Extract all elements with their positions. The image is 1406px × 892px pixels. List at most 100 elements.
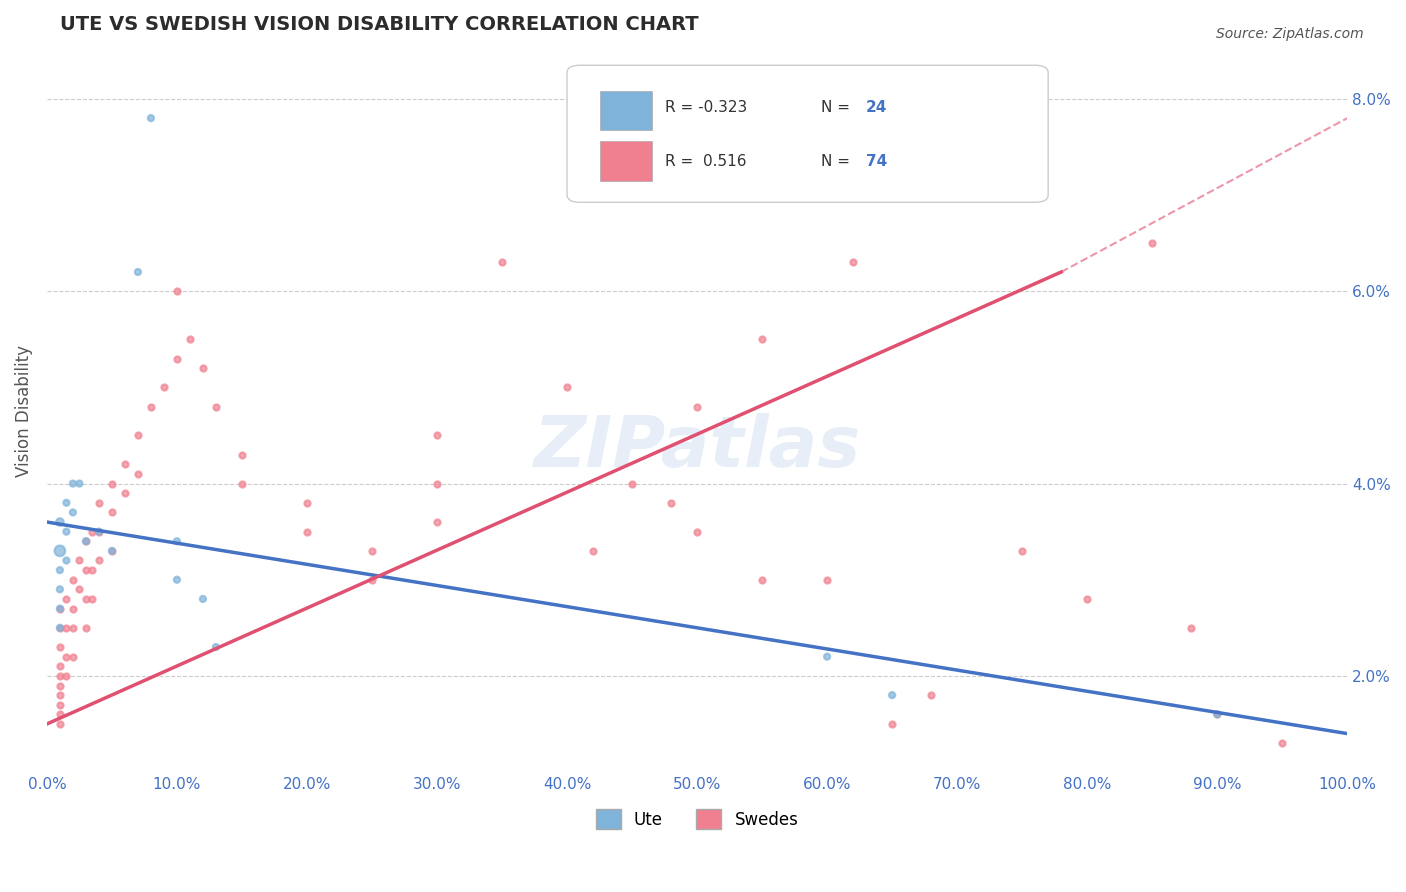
Text: R =  0.516: R = 0.516 (665, 153, 747, 169)
Point (139, 111, 162, 125)
Point (49, 544, 72, 558)
Point (1206, 707, 1229, 722)
Legend: Ute, Swedes: Ute, Swedes (589, 802, 806, 836)
Point (205, 400, 228, 414)
Point (1140, 236, 1163, 251)
Point (166, 285, 188, 299)
Point (62, 649, 84, 664)
Point (62, 476, 84, 491)
Point (1076, 591, 1098, 606)
Point (426, 515, 449, 529)
Point (815, 573, 838, 587)
Point (82, 591, 104, 606)
Point (139, 400, 162, 414)
Point (659, 496, 682, 510)
Point (49, 698, 72, 712)
Point (582, 544, 605, 558)
Point (82, 563, 104, 577)
Point (49, 563, 72, 577)
Text: Source: ZipAtlas.com: Source: ZipAtlas.com (1216, 27, 1364, 41)
Point (686, 524, 709, 539)
Point (166, 573, 188, 587)
Point (101, 476, 124, 491)
Point (55, 649, 77, 664)
Point (127, 428, 149, 442)
Text: N =: N = (821, 100, 855, 114)
Point (191, 361, 214, 376)
Point (49, 717, 72, 731)
Point (101, 544, 124, 558)
Point (361, 573, 384, 587)
Point (49, 621, 72, 635)
Point (87, 524, 110, 539)
Point (166, 534, 188, 549)
FancyBboxPatch shape (599, 141, 651, 181)
Point (1011, 544, 1033, 558)
Point (920, 688, 942, 702)
Point (555, 380, 578, 394)
Point (1206, 707, 1229, 722)
Point (62, 573, 84, 587)
Point (87, 524, 110, 539)
Point (426, 476, 449, 491)
Point (231, 448, 253, 462)
Point (946, 92, 969, 106)
Point (75, 534, 97, 549)
Point (55, 621, 77, 635)
Point (751, 332, 773, 346)
Point (191, 591, 214, 606)
Point (815, 649, 838, 664)
Point (75, 534, 97, 549)
Point (114, 486, 136, 500)
Point (75, 621, 97, 635)
Point (946, 159, 969, 173)
Point (49, 688, 72, 702)
Point (101, 544, 124, 558)
FancyBboxPatch shape (567, 65, 1049, 202)
Point (55, 496, 77, 510)
Point (55, 591, 77, 606)
Point (882, 688, 904, 702)
Text: 24: 24 (866, 100, 887, 114)
Point (87, 496, 110, 510)
Point (295, 496, 318, 510)
Point (49, 640, 72, 654)
Point (205, 640, 228, 654)
Point (49, 601, 72, 615)
Point (49, 601, 72, 615)
Point (49, 669, 72, 683)
Point (49, 679, 72, 693)
Text: UTE VS SWEDISH VISION DISABILITY CORRELATION CHART: UTE VS SWEDISH VISION DISABILITY CORRELA… (60, 15, 699, 34)
Point (55, 553, 77, 567)
Point (55, 669, 77, 683)
Point (114, 458, 136, 472)
Text: N =: N = (821, 153, 855, 169)
Text: R = -0.323: R = -0.323 (665, 100, 747, 114)
Point (153, 380, 176, 394)
Text: 74: 74 (866, 153, 887, 169)
Point (49, 582, 72, 597)
Point (361, 544, 384, 558)
Point (67, 553, 90, 567)
Y-axis label: Vision Disability: Vision Disability (15, 345, 32, 477)
Text: ZIPatlas: ZIPatlas (533, 413, 860, 482)
Point (1180, 621, 1202, 635)
Point (49, 621, 72, 635)
Point (231, 476, 253, 491)
Point (842, 255, 865, 269)
Point (62, 601, 84, 615)
Point (49, 515, 72, 529)
Point (491, 255, 513, 269)
Point (82, 524, 104, 539)
FancyBboxPatch shape (599, 90, 651, 130)
Point (49, 707, 72, 722)
Point (295, 524, 318, 539)
Point (426, 428, 449, 442)
Point (621, 476, 644, 491)
Point (75, 563, 97, 577)
Point (179, 332, 201, 346)
Point (882, 717, 904, 731)
Point (75, 591, 97, 606)
Point (62, 621, 84, 635)
Point (1271, 736, 1294, 750)
